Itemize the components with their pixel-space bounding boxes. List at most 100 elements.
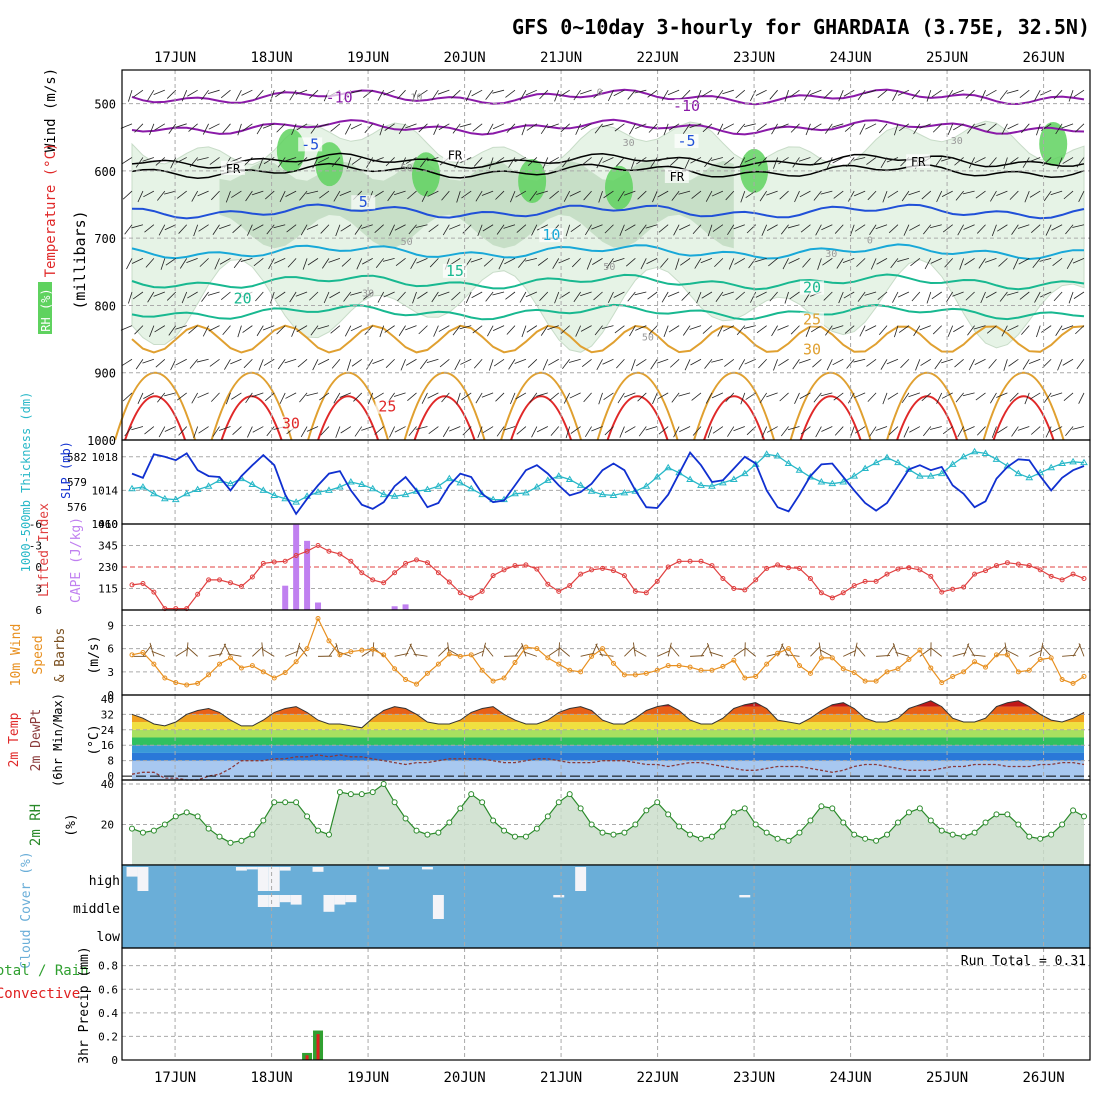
wind-barb: [616, 157, 625, 167]
wind-barb: [328, 257, 341, 263]
wind-barb: [519, 89, 527, 101]
cloud-high-bar: [246, 867, 258, 870]
wind-barb: [562, 157, 571, 168]
wind-speed-point: [709, 667, 715, 673]
rh-point: [446, 819, 453, 826]
rh-tick: 20: [101, 819, 114, 832]
wind-barb: [878, 123, 888, 134]
wind-barb: [142, 358, 155, 364]
wind-barb: [598, 392, 603, 405]
wind-barb: [214, 258, 220, 270]
wind-barb: [606, 258, 614, 269]
thickness-point: [1047, 463, 1056, 471]
wind-barb: [619, 224, 625, 236]
wind-barb-10m: [843, 650, 857, 657]
wind-barb: [428, 224, 439, 233]
li-point: [600, 565, 606, 571]
wind-barb: [160, 258, 166, 270]
cloud-middle-bar: [432, 895, 444, 919]
wind-barb: [320, 426, 330, 436]
wind-speed-point: [424, 670, 430, 676]
wind-barb: [630, 359, 636, 371]
wind-barb: [442, 224, 450, 236]
li-point: [282, 558, 288, 564]
wind-barb: [514, 157, 527, 163]
wind-barb: [165, 258, 176, 266]
wind-barb: [988, 157, 997, 167]
wind-barb: [454, 359, 461, 371]
wind-barb: [985, 291, 997, 299]
wind-barb: [740, 190, 746, 203]
wind-tick: 0: [107, 689, 114, 702]
wind-barb: [309, 291, 319, 301]
wind-barb: [682, 123, 691, 134]
wind-barb: [1008, 157, 1019, 165]
wind-barb: [471, 291, 483, 299]
wind-barb: [306, 426, 319, 432]
rh-point: [938, 827, 945, 834]
label-bg: [327, 90, 352, 105]
rh-point: [358, 791, 365, 798]
wind-speed-point: [621, 672, 627, 678]
temp-line: [131, 700, 1085, 729]
isotherm-label: 10: [542, 226, 560, 244]
wind-barb: [866, 157, 877, 165]
rh-point: [840, 819, 847, 826]
rh-point: [161, 821, 168, 828]
wind-barb: [723, 325, 735, 332]
wind-barb: [515, 392, 527, 400]
li-point: [217, 577, 223, 583]
wind-barb: [1018, 258, 1030, 265]
wind-barb: [962, 190, 975, 195]
wind-barb: [1051, 224, 1063, 231]
wind-barb: [330, 325, 341, 334]
wind-barb: [833, 190, 844, 199]
rh-label: 30: [825, 249, 837, 260]
pressure-axis-label: (millibars): [71, 210, 89, 309]
thickness-point: [642, 482, 651, 489]
wind-barb: [300, 224, 308, 236]
wind-barb: [330, 123, 341, 132]
wind-barb: [176, 392, 187, 401]
wind-barb: [919, 123, 931, 129]
li-point: [676, 558, 682, 564]
wind-barb: [980, 90, 986, 102]
thickness-point: [697, 481, 705, 488]
wind-barb: [521, 325, 527, 338]
wind-barb: [262, 123, 275, 129]
wind-barb: [1066, 258, 1074, 270]
wind-barb: [188, 123, 198, 132]
rh-point: [194, 813, 201, 820]
wind-barb: [389, 426, 395, 438]
wind-barb: [750, 90, 757, 102]
li-point: [479, 588, 485, 594]
wind-barb: [584, 426, 592, 437]
thickness-point: [719, 478, 727, 486]
rh-point: [960, 833, 967, 840]
wind-barb: [771, 123, 778, 135]
wind-barb-10m: [413, 653, 428, 657]
thickness-point: [631, 487, 640, 494]
rh-point: [1048, 831, 1055, 838]
temp-tick: 8: [107, 755, 114, 768]
rh-point: [643, 807, 650, 814]
wind-barb: [189, 359, 198, 369]
wind-barb: [147, 89, 155, 101]
li-point: [501, 567, 507, 573]
rh-point: [982, 819, 989, 826]
wind-speed-point: [895, 666, 901, 672]
wind-barb: [1078, 392, 1085, 404]
wind-barb: [955, 392, 964, 403]
wind-barb: [131, 224, 144, 229]
rh-point: [216, 833, 223, 840]
wind-barb: [548, 358, 559, 366]
thickness-point: [150, 489, 158, 497]
wind-barb: [331, 359, 341, 369]
thickness-tick: 579: [67, 476, 87, 489]
wind-barb: [394, 426, 406, 433]
wind-barb: [475, 190, 483, 202]
wind-barb: [431, 291, 439, 303]
wind-barb: [412, 291, 417, 304]
wind-barb: [826, 157, 833, 169]
wind-barb: [1053, 89, 1063, 100]
